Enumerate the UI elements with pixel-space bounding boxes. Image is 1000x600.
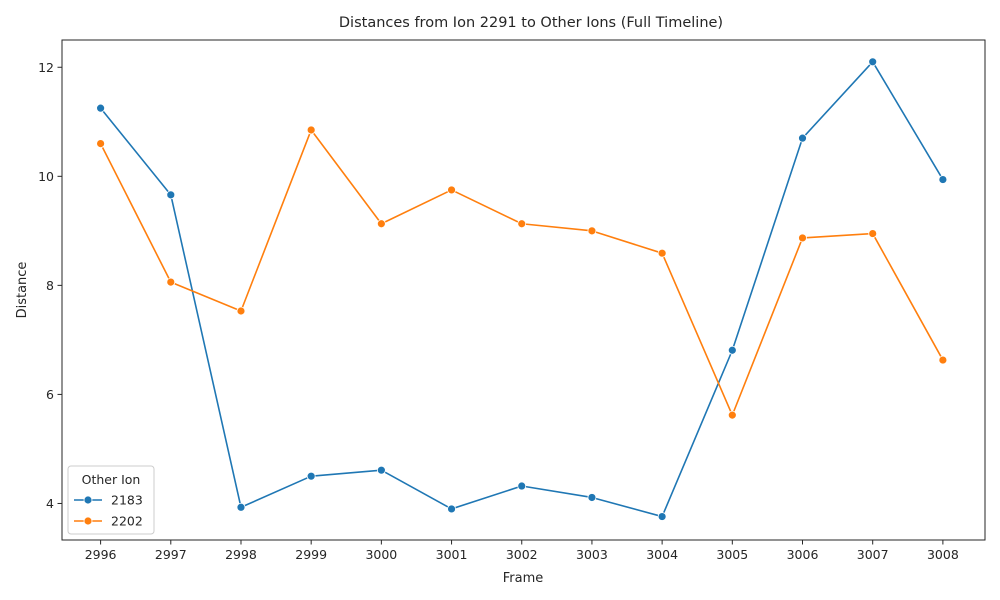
series-line [99, 61, 944, 518]
data-point [376, 219, 386, 229]
x-tick-label: 2998 [225, 547, 257, 562]
data-point [236, 502, 246, 512]
legend-title: Other Ion [82, 472, 141, 487]
series-line [99, 129, 944, 416]
data-point [447, 185, 456, 195]
x-tick-label: 3005 [716, 547, 748, 562]
x-tick-label: 3001 [436, 547, 468, 562]
y-axis: 4 6 8 10 12 [38, 60, 62, 511]
data-point [166, 277, 176, 287]
data-point [587, 226, 597, 236]
x-tick-label: 3007 [857, 547, 889, 562]
legend-entry: 2183 [74, 493, 143, 508]
y-tick-label: 6 [46, 387, 54, 402]
series-2183 [96, 57, 948, 521]
y-tick-label: 4 [46, 496, 54, 511]
y-tick-label: 8 [46, 278, 54, 293]
data-point [517, 219, 527, 229]
data-point [306, 125, 316, 135]
data-point [938, 175, 948, 184]
series-layer [96, 57, 948, 521]
x-tick-label: 3000 [365, 547, 397, 562]
data-point [166, 190, 176, 200]
x-tick-label: 3003 [576, 547, 608, 562]
legend-entries: 2183 2202 [74, 493, 143, 529]
data-point [306, 471, 316, 481]
legend-marker-icon [83, 516, 93, 526]
data-point [236, 306, 246, 316]
x-tick-label: 3006 [787, 547, 819, 562]
legend-label: 2202 [111, 514, 143, 529]
y-axis-title: Distance [15, 262, 30, 319]
data-point [727, 410, 737, 420]
x-tick-label: 3002 [506, 547, 538, 562]
data-point [868, 229, 878, 238]
x-tick-label: 2997 [155, 547, 187, 562]
x-axis-title: Frame [503, 571, 544, 586]
data-point [517, 481, 527, 491]
chart-title: Distances from Ion 2291 to Other Ions (F… [339, 15, 723, 31]
series-2202 [96, 125, 948, 420]
data-point [657, 512, 667, 521]
legend: Other Ion 2183 2202 [67, 465, 155, 535]
legend-label: 2183 [111, 493, 143, 508]
data-point [657, 248, 667, 258]
x-tick-label: 3008 [927, 547, 959, 562]
legend-marker-icon [83, 495, 93, 505]
data-point [798, 233, 807, 243]
x-axis: 2996 2997 2998 2999 3000 3001 3002 3003 3004 3005… [85, 540, 959, 562]
x-tick-label: 3004 [646, 547, 678, 562]
x-tick-label: 2996 [85, 547, 117, 562]
data-point [868, 57, 878, 67]
data-point [587, 493, 597, 502]
y-tick-label: 10 [38, 169, 54, 184]
y-tick-label: 12 [38, 60, 54, 75]
x-tick-label: 2999 [295, 547, 327, 562]
data-point [376, 465, 386, 475]
data-point [938, 355, 948, 365]
data-point [727, 345, 737, 355]
data-point [447, 504, 456, 514]
data-point [798, 133, 807, 143]
plot-area [61, 39, 986, 541]
legend-entry: 2202 [74, 514, 143, 529]
data-point [96, 103, 106, 113]
data-point [96, 139, 106, 148]
